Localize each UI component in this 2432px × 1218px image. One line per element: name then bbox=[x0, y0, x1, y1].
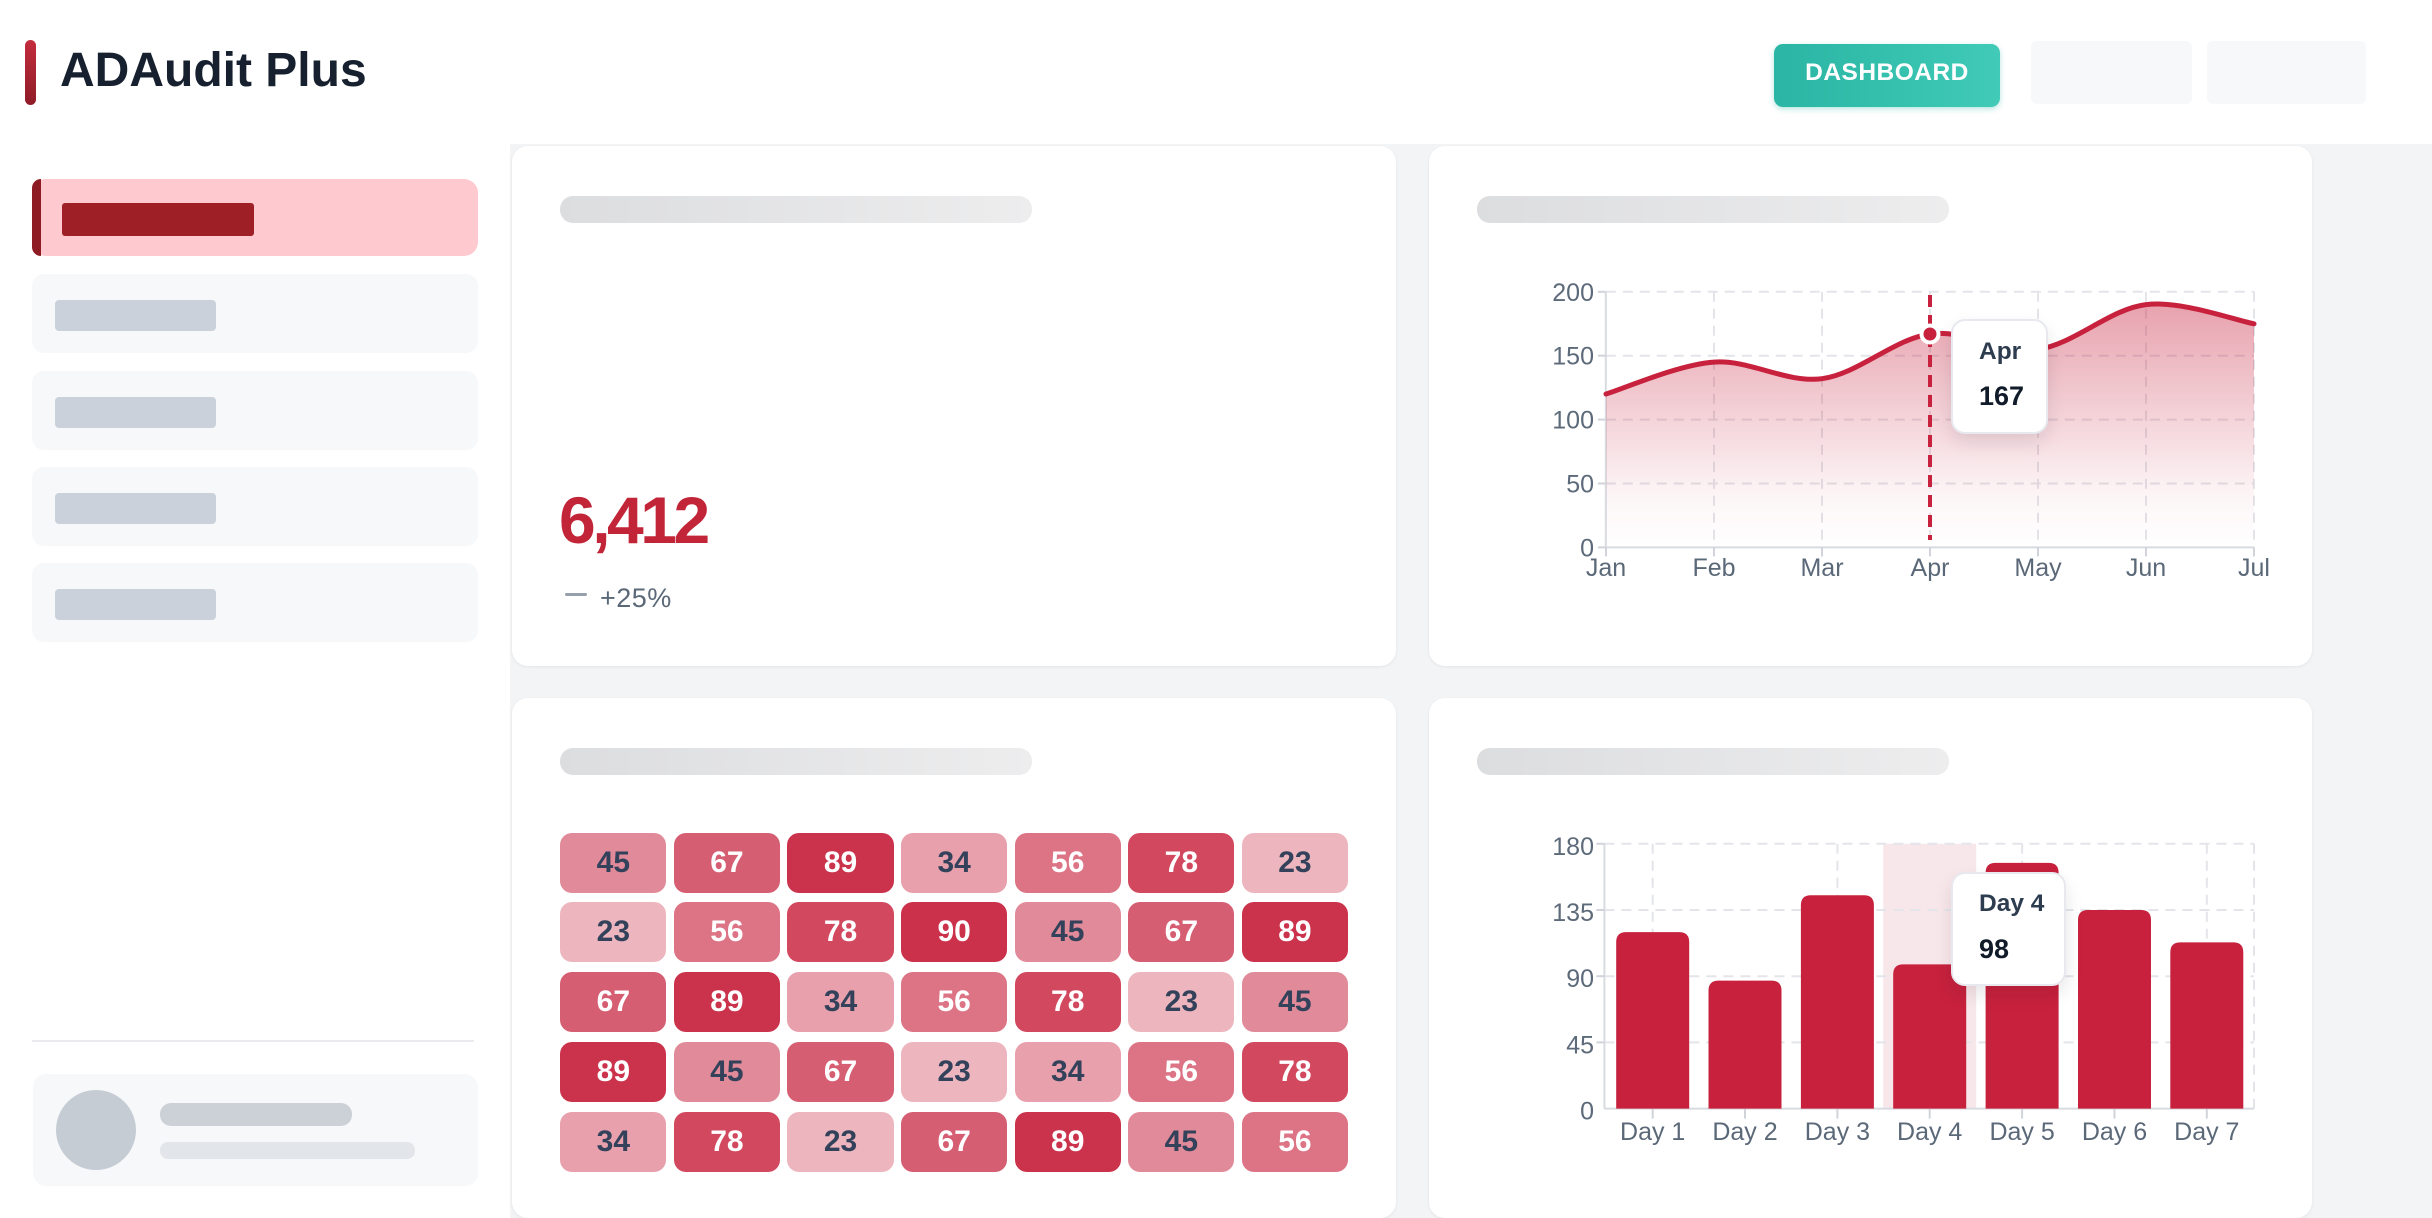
svg-text:Day 5: Day 5 bbox=[1989, 1118, 2054, 1146]
svg-text:Mar: Mar bbox=[1800, 554, 1843, 582]
svg-text:135: 135 bbox=[1552, 899, 1594, 927]
svg-text:Day 4: Day 4 bbox=[1897, 1118, 1962, 1146]
svg-text:0: 0 bbox=[1580, 534, 1594, 562]
svg-text:May: May bbox=[2014, 554, 2062, 582]
svg-text:Apr: Apr bbox=[1911, 554, 1950, 582]
svg-text:Day 1: Day 1 bbox=[1620, 1118, 1685, 1146]
svg-text:Jun: Jun bbox=[2126, 554, 2166, 582]
svg-text:Feb: Feb bbox=[1692, 554, 1735, 582]
svg-text:0: 0 bbox=[1580, 1098, 1594, 1126]
svg-text:Jan: Jan bbox=[1586, 554, 1626, 582]
svg-text:Day 7: Day 7 bbox=[2174, 1118, 2239, 1146]
svg-text:100: 100 bbox=[1552, 407, 1594, 435]
svg-text:Day 2: Day 2 bbox=[1712, 1118, 1777, 1146]
svg-text:Day 3: Day 3 bbox=[1805, 1118, 1870, 1146]
svg-text:Jul: Jul bbox=[2238, 554, 2270, 582]
svg-text:50: 50 bbox=[1566, 471, 1594, 499]
svg-text:150: 150 bbox=[1552, 343, 1594, 371]
svg-text:90: 90 bbox=[1566, 965, 1594, 993]
svg-text:180: 180 bbox=[1552, 833, 1594, 861]
svg-text:200: 200 bbox=[1552, 279, 1594, 307]
svg-text:45: 45 bbox=[1566, 1031, 1594, 1059]
svg-text:Day 6: Day 6 bbox=[2082, 1118, 2147, 1146]
